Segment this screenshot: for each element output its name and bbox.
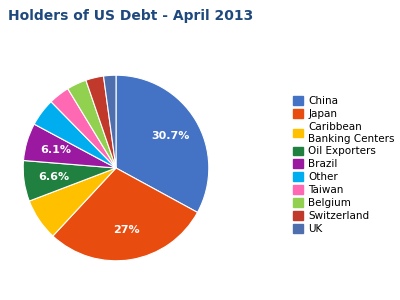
Wedge shape [86,76,116,168]
Text: Holders of US Debt - April 2013: Holders of US Debt - April 2013 [8,9,253,23]
Wedge shape [24,124,116,168]
Text: 30.7%: 30.7% [151,131,190,141]
Text: 6.6%: 6.6% [38,172,69,182]
Wedge shape [34,102,116,168]
Wedge shape [23,160,116,201]
Wedge shape [104,75,116,168]
Legend: China, Japan, Caribbean
Banking Centers, Oil Exporters, Brazil, Other, Taiwan, B: China, Japan, Caribbean Banking Centers,… [293,96,395,234]
Wedge shape [53,168,198,261]
Wedge shape [51,89,116,168]
Wedge shape [68,80,116,168]
Wedge shape [29,168,116,236]
Text: 6.1%: 6.1% [40,145,71,155]
Text: 27%: 27% [113,225,140,235]
Wedge shape [116,75,209,212]
